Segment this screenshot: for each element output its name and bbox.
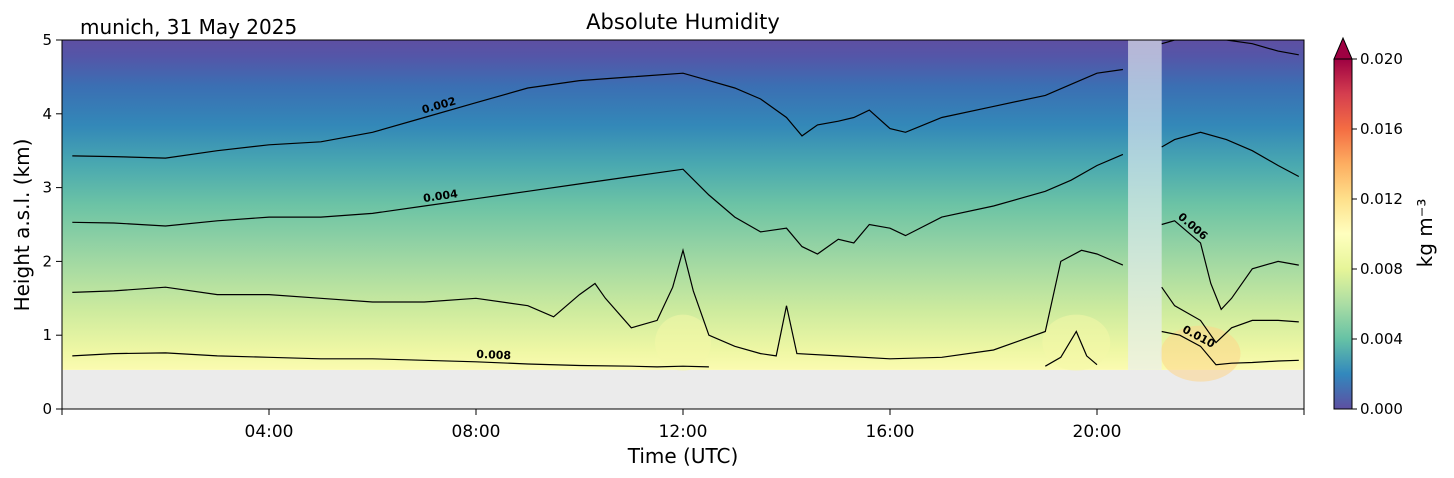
x-tick-label: 20:00 xyxy=(1073,422,1122,442)
contour-lines xyxy=(72,40,1300,368)
colorbar-bar xyxy=(1333,58,1353,410)
contour-line xyxy=(72,68,1123,159)
colorbar-tick-label: 0.000 xyxy=(1360,400,1403,418)
colorbar-tick-label: 0.004 xyxy=(1360,330,1403,348)
humidity-highlights xyxy=(655,314,1241,382)
contour-line xyxy=(1161,220,1299,311)
contour-line xyxy=(1161,330,1299,366)
colorbar-tick-label: 0.008 xyxy=(1360,260,1403,278)
contour-label: 0.008 xyxy=(476,348,511,362)
contour-line xyxy=(72,352,709,368)
y-tick-label: 3 xyxy=(42,179,52,197)
chart-subtitle: munich, 31 May 2025 xyxy=(80,15,297,39)
missing-data-band xyxy=(1128,40,1162,370)
contour-line xyxy=(72,153,1124,255)
x-tick-label: 08:00 xyxy=(452,422,501,442)
colorbar-tick-label: 0.012 xyxy=(1360,190,1403,208)
contour-line xyxy=(1161,40,1299,56)
colorbar-extend-arrow xyxy=(1333,36,1353,60)
humidity-highlight xyxy=(1042,314,1111,371)
contour-label: 0.004 xyxy=(422,187,459,205)
below-ground-region xyxy=(62,369,1304,409)
chart-title: Absolute Humidity xyxy=(586,10,780,34)
contour-line xyxy=(1161,286,1299,344)
contour-line xyxy=(72,247,1124,360)
y-tick-label: 2 xyxy=(42,252,52,270)
colorbar-label: kg m⁻³ xyxy=(1413,199,1437,268)
contour-line xyxy=(1045,330,1098,367)
humidity-highlight xyxy=(655,314,711,371)
x-axis-ticks: 04:00 08:00 12:00 16:00 20:00 xyxy=(61,409,1305,442)
colorbar-tick-label: 0.020 xyxy=(1360,50,1403,68)
y-axis-ticks: 0 1 2 3 4 5 xyxy=(42,31,62,418)
x-tick-label: 12:00 xyxy=(659,422,708,442)
x-tick-label: 16:00 xyxy=(866,422,915,442)
y-tick-label: 0 xyxy=(42,400,52,418)
y-tick-label: 1 xyxy=(42,326,52,344)
y-tick-label: 5 xyxy=(42,31,52,49)
y-tick-label: 4 xyxy=(42,105,52,123)
x-axis-label: Time (UTC) xyxy=(627,444,739,468)
colorbar-ticks: 0.000 0.004 0.008 0.012 0.016 0.020 xyxy=(1352,50,1403,418)
colorbar: 0.000 0.004 0.008 0.012 0.016 0.020 kg m⁻³ xyxy=(1333,36,1437,418)
humidity-highlight xyxy=(1160,325,1241,382)
colorbar-tick-label: 0.016 xyxy=(1360,120,1403,138)
x-tick-label: 04:00 xyxy=(245,422,294,442)
y-axis-label: Height a.s.l. (km) xyxy=(10,139,34,312)
contour-line xyxy=(1161,131,1300,178)
